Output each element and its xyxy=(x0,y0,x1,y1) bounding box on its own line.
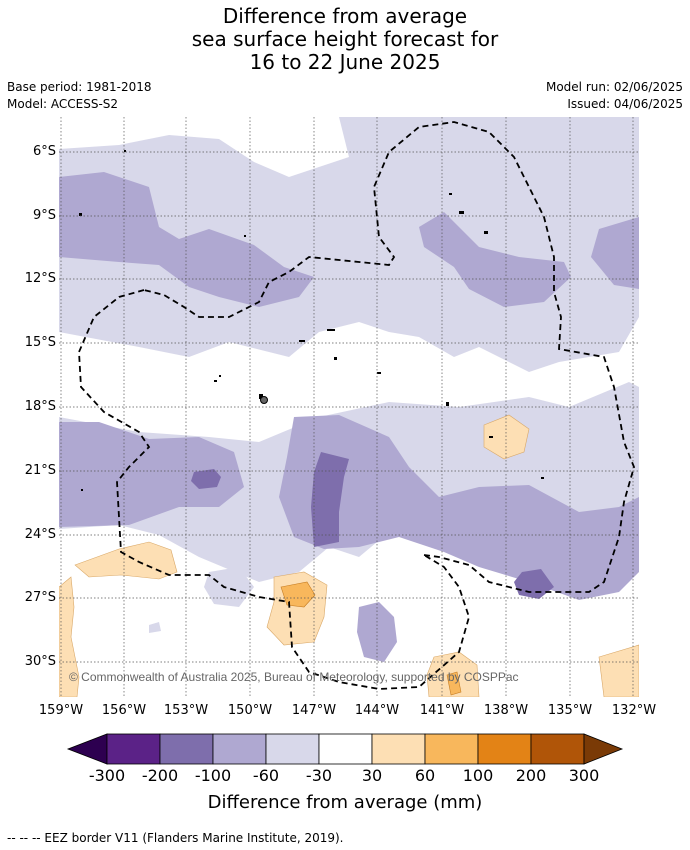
eez-border xyxy=(78,121,635,690)
lon-label-147w: 147°W xyxy=(291,703,337,718)
lat-label-9s: 9°S xyxy=(32,208,56,223)
colorbar-bin-30-30 xyxy=(318,733,373,765)
colorbar-bin-60-30 xyxy=(265,733,320,765)
colorbar-tick: -100 xyxy=(194,766,232,785)
copyright-text: © Commonwealth of Australia 2025, Bureau… xyxy=(69,670,519,684)
colorbar-svg xyxy=(66,733,624,765)
lat-label-12s: 12°S xyxy=(24,271,56,286)
lat-label-21s: 21°S xyxy=(24,463,56,478)
lat-label-30s: 30°S xyxy=(24,654,56,669)
colorbar-tick: 60 xyxy=(414,766,436,785)
colorbar-bin-200-100 xyxy=(159,733,214,765)
lon-label-159w: 159°W xyxy=(38,703,84,718)
colorbar-bin-100-60 xyxy=(212,733,267,765)
anomaly-dark-purple-layer xyxy=(191,452,554,599)
title-line-3: 16 to 22 June 2025 xyxy=(249,50,441,74)
colorbar-tick: 30 xyxy=(361,766,383,785)
colorbar-label: Difference from average (mm) xyxy=(207,792,483,813)
model-name: Model: ACCESS-S2 xyxy=(7,97,119,111)
colorbar-tick: 300 xyxy=(568,766,600,785)
colorbar-bin-60-100 xyxy=(424,733,479,765)
lon-label-150w: 150°W xyxy=(227,703,273,718)
issued-date: Issued: 04/06/2025 xyxy=(567,97,683,111)
lon-label-135w: 135°W xyxy=(547,703,593,718)
colorbar-tick: -300 xyxy=(88,766,126,785)
colorbar-bin-30-60 xyxy=(371,733,426,765)
colorbar-bin-300-200 xyxy=(106,733,161,765)
colorbar-tick: -200 xyxy=(141,766,179,785)
base-period: Base period: 1981-2018 xyxy=(7,80,152,94)
model-run-date: Model run: 02/06/2025 xyxy=(545,80,683,94)
lat-label-27s: 27°S xyxy=(24,590,56,605)
islands xyxy=(79,150,544,491)
lat-label-15s: 15°S xyxy=(24,335,56,350)
eez-footnote: -- -- -- EEZ border V11 (Flanders Marine… xyxy=(7,831,344,845)
colorbar-tick: -60 xyxy=(252,766,280,785)
anomaly-orange-layer xyxy=(280,581,462,696)
graticule xyxy=(59,117,639,697)
lat-label-6s: 6°S xyxy=(32,144,56,159)
lon-label-141w: 141°W xyxy=(419,703,465,718)
colorbar-tick: 100 xyxy=(462,766,494,785)
colorbar xyxy=(65,733,625,771)
colorbar-arrow-right xyxy=(583,733,624,765)
anomaly-medium-purple-layer xyxy=(59,172,639,662)
map-svg: © Commonwealth of Australia 2025, Bureau… xyxy=(59,117,639,697)
lon-label-153w: 153°W xyxy=(163,703,209,718)
lon-label-132w: 132°W xyxy=(611,703,657,718)
title-line-1: Difference from average xyxy=(222,4,468,28)
lat-label-18s: 18°S xyxy=(24,399,56,414)
colorbar-tick: -30 xyxy=(305,766,333,785)
colorbar-arrow-left xyxy=(66,733,108,765)
colorbar-bin-100-200 xyxy=(477,733,532,765)
sea-level-map: © Commonwealth of Australia 2025, Bureau… xyxy=(59,117,639,697)
lon-label-144w: 144°W xyxy=(354,703,400,718)
lat-label-24s: 24°S xyxy=(24,527,56,542)
title-line-2: sea surface height forecast for xyxy=(191,27,499,51)
lon-label-138w: 138°W xyxy=(483,703,529,718)
colorbar-tick: 200 xyxy=(515,766,547,785)
colorbar-bin-200-300 xyxy=(530,733,585,765)
lon-label-156w: 156°W xyxy=(101,703,147,718)
